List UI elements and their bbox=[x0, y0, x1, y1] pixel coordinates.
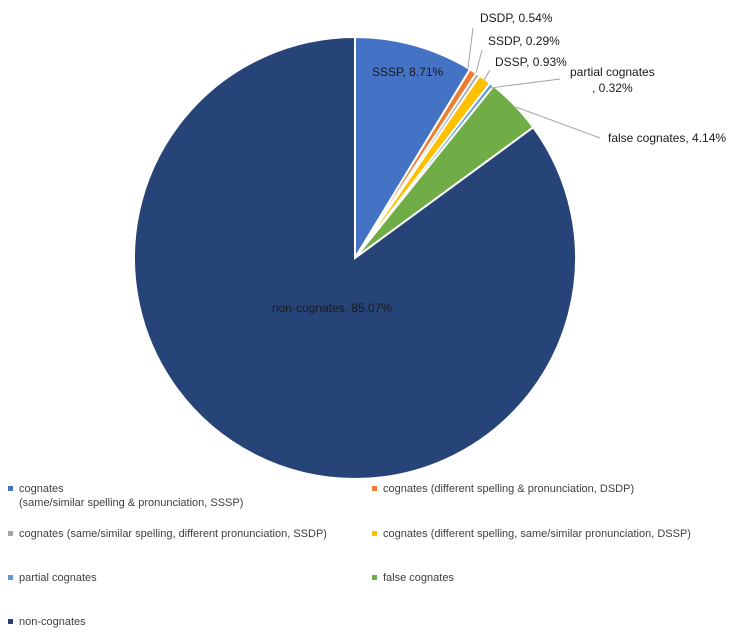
slice-label-3: DSSP, 0.93% bbox=[495, 55, 567, 69]
slice-label-4: partial cognates, 0.32% bbox=[570, 65, 655, 95]
leader-line-2 bbox=[475, 49, 483, 74]
legend-item-4: partial cognates bbox=[8, 571, 97, 585]
legend-label-3: cognates (different spelling, same/simil… bbox=[383, 528, 691, 540]
leader-line-3 bbox=[483, 69, 491, 81]
legend-item-2: cognates (same/similar spelling, differe… bbox=[8, 527, 327, 541]
legend-swatch-1 bbox=[372, 486, 377, 491]
legend-swatch-6 bbox=[8, 619, 13, 624]
legend-label-0: cognates (same/similar spelling & pronun… bbox=[19, 483, 244, 509]
legend-swatch-3 bbox=[372, 531, 377, 536]
slice-label-0: SSSP, 8.71% bbox=[372, 65, 443, 79]
legend-item-1: cognates (different spelling & pronuncia… bbox=[372, 482, 634, 496]
slice-label-5: false cognates, 4.14% bbox=[608, 131, 726, 145]
legend-label-4: partial cognates bbox=[19, 572, 97, 584]
slice-label-2: SSDP, 0.29% bbox=[488, 34, 560, 48]
slice-label-1: DSDP, 0.54% bbox=[480, 11, 553, 25]
legend-item-5: false cognates bbox=[372, 571, 454, 585]
legend-swatch-4 bbox=[8, 575, 13, 580]
legend-label-1: cognates (different spelling & pronuncia… bbox=[383, 483, 635, 495]
pie-chart: SSSP, 8.71% DSDP, 0.54% SSDP, 0.29% DSSP, 0… bbox=[133, 11, 726, 480]
legend-item-0: cognates (same/similar spelling & pronun… bbox=[8, 482, 243, 510]
legend-label-2: cognates (same/similar spelling, differe… bbox=[19, 528, 327, 540]
pie-slice-0 bbox=[354, 35, 472, 262]
pie-slice-6 bbox=[133, 35, 577, 480]
legend-item-6: non-cognates bbox=[8, 615, 86, 629]
legend-item-3: cognates (different spelling, same/simil… bbox=[372, 527, 691, 541]
leader-line-4 bbox=[489, 78, 561, 89]
legend-swatch-2 bbox=[8, 531, 13, 536]
legend-label-6: non-cognates bbox=[19, 616, 86, 628]
slice-label-6: non-cognates, 85.07% bbox=[272, 301, 392, 315]
legend-swatch-5 bbox=[372, 575, 377, 580]
legend-swatch-0 bbox=[8, 486, 13, 491]
legend-label-5: false cognates bbox=[383, 572, 454, 584]
leader-line-1 bbox=[467, 27, 474, 69]
leader-line-5 bbox=[515, 106, 601, 139]
